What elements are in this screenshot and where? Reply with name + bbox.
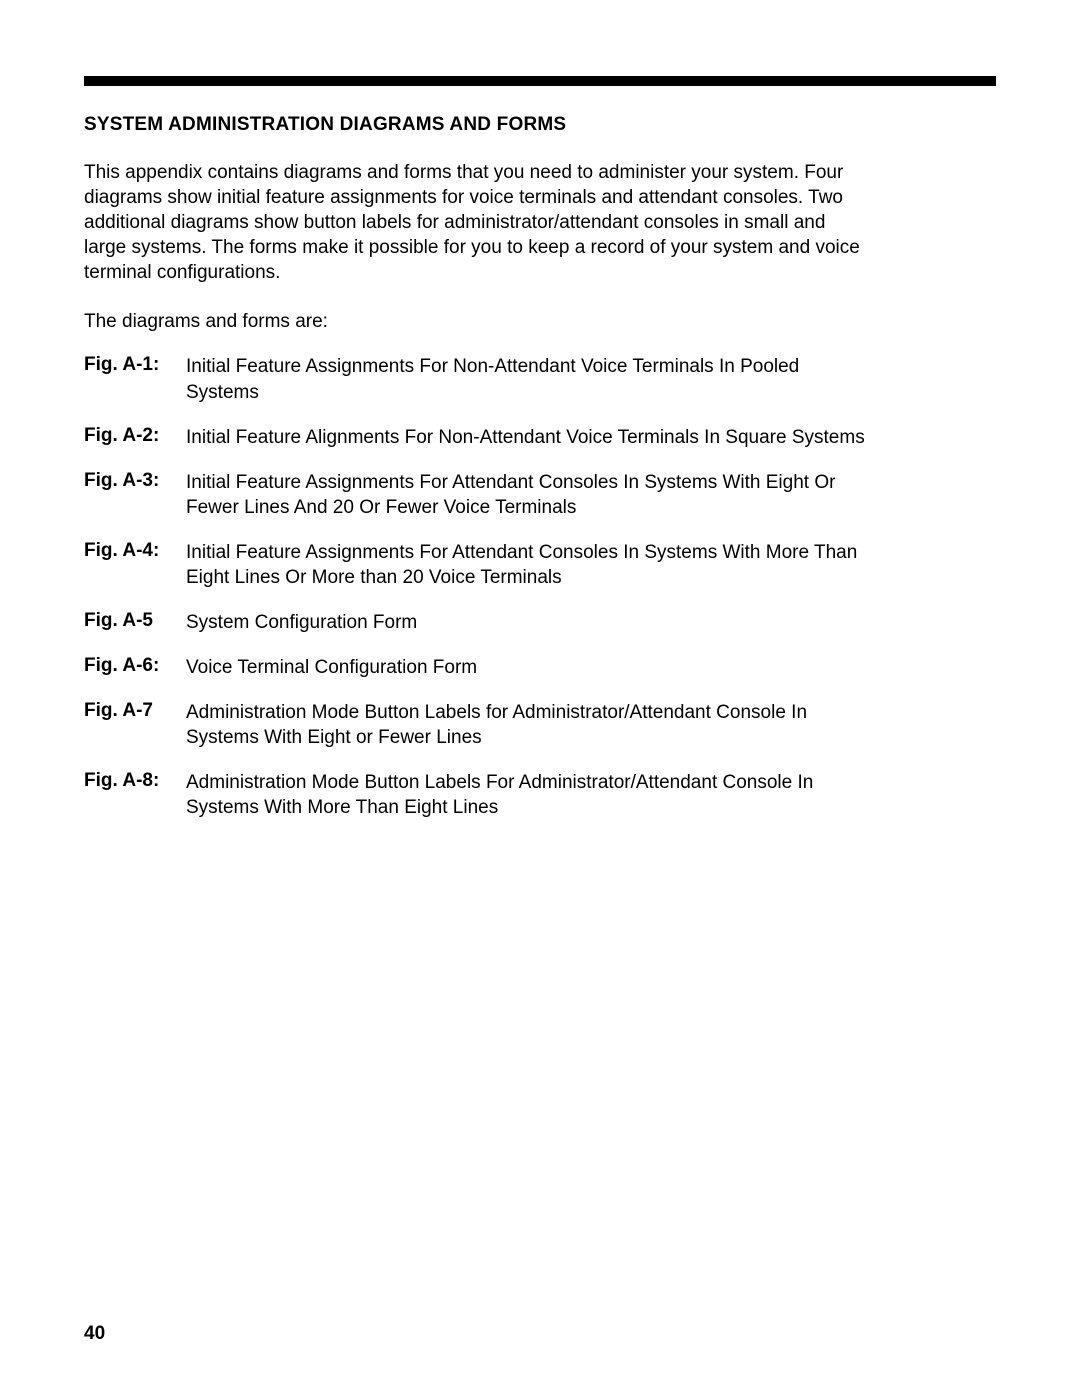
figure-description: Administration Mode Button Labels For Ad… bbox=[186, 770, 866, 820]
figure-item: Fig. A-6: Voice Terminal Configuration F… bbox=[84, 655, 996, 680]
figure-label: Fig. A-2: bbox=[84, 425, 186, 447]
section-title: SYSTEM ADMINISTRATION DIAGRAMS AND FORMS bbox=[84, 114, 996, 136]
page-number: 40 bbox=[84, 1323, 105, 1345]
figure-item: Fig. A-1: Initial Feature Assignments Fo… bbox=[84, 354, 996, 404]
figure-label: Fig. A-3: bbox=[84, 470, 186, 492]
figure-item: Fig. A-3: Initial Feature Assignments Fo… bbox=[84, 470, 996, 520]
figure-description: Initial Feature Assignments For Attendan… bbox=[186, 470, 866, 520]
figure-item: Fig. A-4: Initial Feature Assignments Fo… bbox=[84, 540, 996, 590]
figure-label: Fig. A-4: bbox=[84, 540, 186, 562]
lead-sentence: The diagrams and forms are: bbox=[84, 309, 996, 334]
horizontal-rule bbox=[84, 76, 996, 86]
figure-label: Fig. A-8: bbox=[84, 770, 186, 792]
figure-label: Fig. A-6: bbox=[84, 655, 186, 677]
page: SYSTEM ADMINISTRATION DIAGRAMS AND FORMS… bbox=[0, 0, 1080, 1395]
figure-label: Fig. A-7 bbox=[84, 700, 186, 722]
figure-list: Fig. A-1: Initial Feature Assignments Fo… bbox=[84, 354, 996, 820]
figure-item: Fig. A-7 Administration Mode Button Labe… bbox=[84, 700, 996, 750]
figure-description: Initial Feature Alignments For Non-Atten… bbox=[186, 425, 865, 450]
figure-description: Initial Feature Assignments For Attendan… bbox=[186, 540, 866, 590]
figure-item: Fig. A-8: Administration Mode Button Lab… bbox=[84, 770, 996, 820]
intro-paragraph: This appendix contains diagrams and form… bbox=[84, 160, 864, 285]
figure-label: Fig. A-5 bbox=[84, 610, 186, 632]
figure-description: Voice Terminal Configuration Form bbox=[186, 655, 477, 680]
figure-description: System Configuration Form bbox=[186, 610, 417, 635]
figure-description: Administration Mode Button Labels for Ad… bbox=[186, 700, 866, 750]
figure-item: Fig. A-2: Initial Feature Alignments For… bbox=[84, 425, 996, 450]
figure-description: Initial Feature Assignments For Non-Atte… bbox=[186, 354, 866, 404]
figure-item: Fig. A-5 System Configuration Form bbox=[84, 610, 996, 635]
figure-label: Fig. A-1: bbox=[84, 354, 186, 376]
